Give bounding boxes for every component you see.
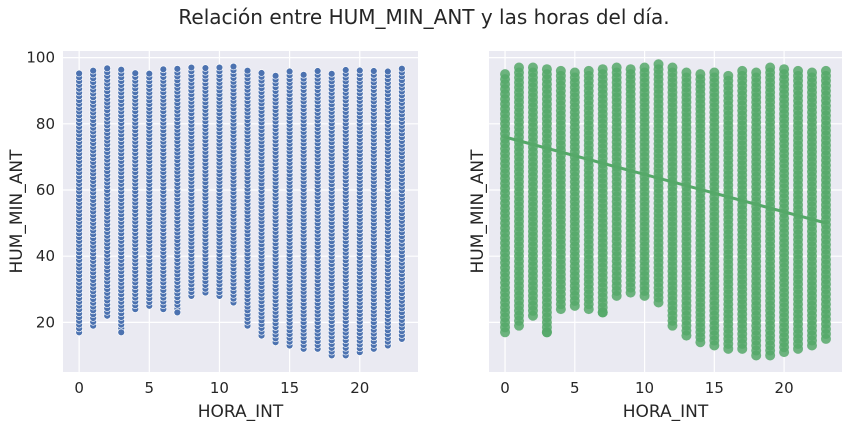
x-tick-label: 15 [280, 379, 299, 397]
data-point [285, 67, 294, 76]
y-axis-label: HUM_MIN_ANT [468, 149, 488, 274]
x-tick-label: 10 [635, 379, 654, 397]
right-regression-plot: 0 5 10 15 20 HORA_INT HUM_MIN_ANT [468, 51, 842, 422]
data-points [500, 59, 831, 361]
data-point [145, 69, 153, 78]
data-point [313, 67, 322, 75]
data-point [765, 62, 776, 73]
data-point [384, 67, 392, 76]
x-axis-label: HORA_INT [198, 402, 284, 422]
data-point [667, 62, 678, 73]
x-tick-label: 0 [74, 379, 84, 397]
regression-line [503, 135, 828, 225]
data-point [611, 62, 622, 73]
data-point [555, 65, 566, 76]
data-point [328, 70, 336, 78]
outlier-point [173, 308, 182, 317]
figure-title: Relación entre HUM_MIN_ANT y las horas d… [178, 5, 669, 29]
data-point [271, 72, 280, 80]
x-tick-label: 10 [210, 379, 229, 397]
y-tick-label: 20 [36, 313, 55, 331]
x-tick-label: 20 [775, 379, 794, 397]
data-point [500, 69, 511, 80]
data-point [370, 67, 378, 75]
outlier-point [541, 327, 552, 338]
data-point [695, 69, 706, 80]
x-axis-label: HORA_INT [623, 402, 709, 422]
outlier-point [117, 328, 125, 336]
data-point [131, 69, 139, 77]
data-point [117, 65, 125, 74]
data-point [75, 69, 83, 78]
data-point [807, 67, 818, 78]
x-tick-label: 5 [570, 379, 580, 397]
data-point [527, 62, 538, 73]
data-point [779, 64, 790, 75]
data-point [356, 66, 364, 75]
data-point [398, 65, 406, 73]
data-point [257, 69, 266, 77]
y-tick-label: 60 [36, 181, 55, 199]
data-point [513, 62, 524, 73]
data-points [75, 62, 406, 360]
data-point [583, 65, 594, 76]
data-point [103, 64, 111, 73]
left-scatter-plot: 0 5 10 15 20 20 40 60 80 100 HORA_INT HUM_MIN_ANT [7, 49, 418, 422]
data-point [299, 71, 308, 79]
data-point [569, 67, 580, 78]
x-tick-label: 5 [145, 379, 155, 397]
data-point [709, 67, 720, 78]
x-tick-label: 0 [500, 379, 510, 397]
data-point [187, 63, 196, 72]
data-point [229, 62, 238, 71]
outlier-point [597, 307, 608, 318]
data-point [201, 64, 210, 72]
y-tick-label: 80 [36, 115, 55, 133]
data-point [820, 65, 831, 76]
data-point [681, 67, 692, 78]
data-point [737, 65, 748, 76]
data-point [639, 62, 650, 73]
data-point [215, 63, 224, 72]
y-tick-label: 40 [36, 247, 55, 265]
data-point [723, 70, 734, 81]
data-point [342, 66, 350, 74]
data-point [541, 64, 552, 75]
data-point [243, 66, 252, 75]
data-point [751, 67, 762, 78]
x-tick-label: 15 [705, 379, 724, 397]
data-point [653, 59, 664, 70]
x-tick-label: 20 [350, 379, 369, 397]
y-axis-label: HUM_MIN_ANT [7, 149, 27, 274]
plot-background [63, 51, 418, 372]
data-point [597, 64, 608, 75]
data-point [89, 66, 97, 75]
data-point [793, 65, 804, 76]
data-point [625, 64, 636, 75]
y-tick-label: 100 [26, 49, 55, 67]
data-point [159, 65, 168, 74]
data-point [173, 65, 182, 73]
